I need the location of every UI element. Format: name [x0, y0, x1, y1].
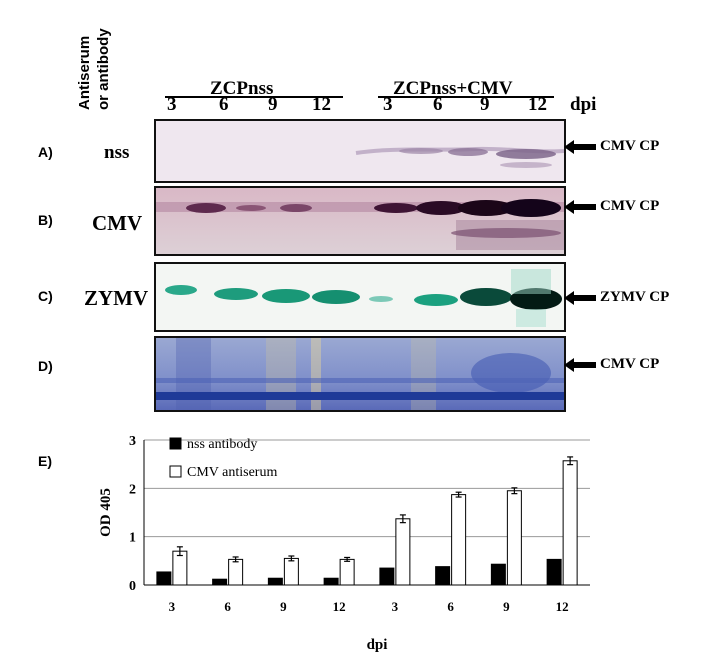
- bar-nss-antibody: [546, 558, 562, 586]
- antiserum-header-line2: or antibody: [95, 28, 112, 110]
- bar-nss-antibody: [490, 563, 506, 586]
- lane-label: 9: [268, 94, 278, 115]
- blot-b-image: [156, 188, 564, 254]
- antiserum-header: Antiserum or antibody: [75, 0, 115, 110]
- x-tick-label: 3: [169, 599, 176, 614]
- x-axis-label: dpi: [367, 637, 388, 653]
- lane-label: 9: [480, 94, 490, 115]
- lane-label: 6: [433, 94, 443, 115]
- x-tick-label: 6: [224, 599, 231, 614]
- lane-label: 3: [383, 94, 393, 115]
- panel-letter-d: D): [38, 358, 53, 374]
- bar-cmv-antiserum: [506, 490, 522, 586]
- arrow-label-b-text: CMV CP: [600, 198, 660, 214]
- panel-letter-a: A): [38, 144, 53, 160]
- x-tick-label: 6: [447, 599, 454, 614]
- blot-a-image: [156, 121, 564, 181]
- arrow-label-a: CMV CP: [564, 138, 659, 155]
- arrow-label-b: CMV CP: [564, 198, 659, 215]
- antiserum-header-line1: Antiserum: [76, 35, 93, 110]
- bar-nss-antibody: [267, 577, 283, 586]
- lane-label: 12: [528, 94, 547, 115]
- bar-cmv-antiserum: [451, 494, 467, 586]
- left-arrow-icon: [564, 139, 596, 154]
- bar-cmv-antiserum: [395, 518, 411, 586]
- row-label-zymv: ZYMV: [84, 286, 149, 310]
- bar-nss-antibody: [156, 571, 172, 586]
- group-label-zcpnss: ZCPnss: [210, 78, 274, 99]
- x-tick-label: 3: [392, 599, 399, 614]
- blot-c-zymv: [154, 262, 566, 332]
- lane-label: 6: [219, 94, 229, 115]
- left-arrow-icon: [564, 199, 596, 214]
- blot-d-coomassie: [154, 336, 566, 412]
- bar-nss-antibody: [212, 578, 228, 586]
- arrow-label-d: CMV CP: [564, 356, 659, 373]
- blot-c-image: [156, 264, 564, 330]
- lane-label: 3: [167, 94, 177, 115]
- legend-label: nss antibody: [187, 437, 257, 452]
- lane-label: 12: [312, 94, 331, 115]
- group-line-zcpnss-cmv: [378, 96, 554, 98]
- bar-cmv-antiserum: [562, 460, 578, 586]
- bar-cmv-antiserum: [339, 558, 355, 586]
- left-arrow-icon: [564, 290, 596, 305]
- group-line-zcpnss: [165, 96, 343, 98]
- y-tick-label: 3: [129, 434, 136, 449]
- y-tick-label: 2: [129, 482, 136, 497]
- y-axis-label: OD 405: [98, 488, 114, 537]
- arrow-label-c: ZYMV CP: [564, 289, 669, 306]
- left-arrow-icon: [564, 357, 596, 372]
- arrow-label-c-text: ZYMV CP: [600, 289, 670, 305]
- bar-nss-antibody: [379, 567, 395, 586]
- y-tick-label: 1: [129, 531, 136, 546]
- x-tick-label: 12: [333, 599, 346, 614]
- x-tick-label: 9: [280, 599, 287, 614]
- blot-d-image: [156, 338, 564, 410]
- chart-legend: nss antibody CMV antiserum: [169, 437, 277, 480]
- x-axis-ticks: 3 6 9 12 3 6 9 12: [169, 599, 569, 614]
- bar-cmv-antiserum: [228, 558, 244, 586]
- legend-label: CMV antiserum: [187, 465, 277, 480]
- bar-cmv-antiserum: [172, 550, 188, 586]
- group-label-zcpnss-cmv: ZCPnss+CMV: [393, 78, 513, 99]
- row-label-cmv: CMV: [92, 211, 143, 235]
- blot-a-nss: [154, 119, 566, 183]
- panel-letter-c: C): [38, 288, 53, 304]
- legend-swatch: [169, 437, 182, 450]
- arrow-label-a-text: CMV CP: [600, 138, 660, 154]
- panel-letter-b: B): [38, 212, 53, 228]
- bar-cmv-antiserum: [283, 557, 299, 586]
- x-tick-label: 9: [503, 599, 510, 614]
- panel-letter-e: E): [38, 453, 52, 469]
- dpi-label: dpi: [570, 94, 597, 115]
- x-tick-label: 12: [556, 599, 569, 614]
- bar-nss-antibody: [323, 577, 339, 586]
- y-tick-label: 0: [129, 579, 136, 594]
- blot-b-cmv: [154, 186, 566, 256]
- bar-nss-antibody: [435, 566, 451, 586]
- chart-grid: [144, 439, 590, 538]
- legend-swatch: [169, 465, 182, 478]
- row-label-nss: nss: [104, 142, 130, 163]
- arrow-label-d-text: CMV CP: [600, 356, 660, 372]
- y-axis-ticks: 0 1 2 3: [129, 434, 136, 594]
